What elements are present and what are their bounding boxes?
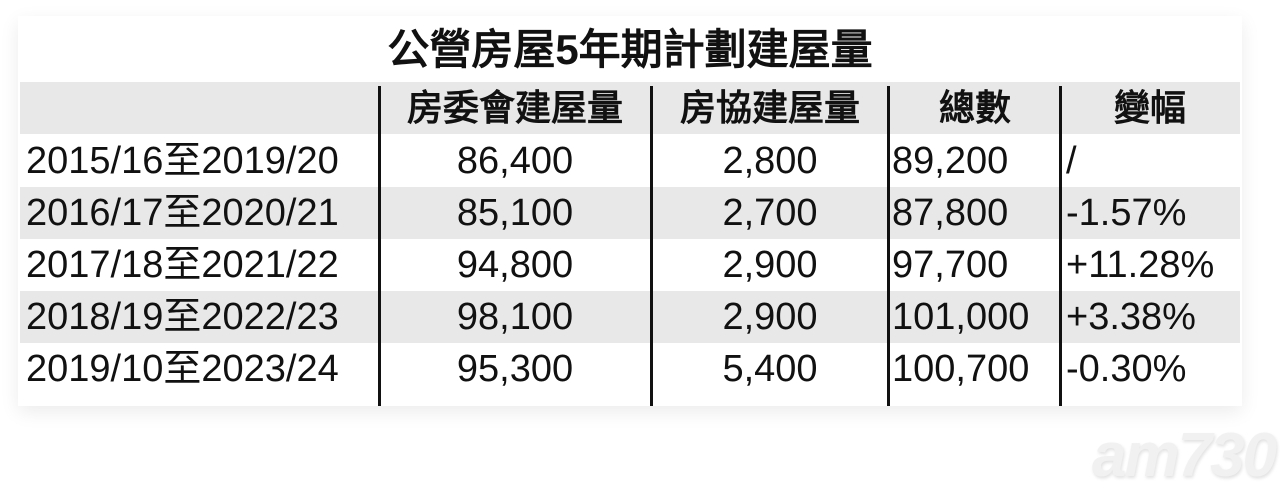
hs-cell: 5,400 [722, 348, 818, 390]
table-row: 2019/10至2023/24 95,300 5,400 100,700 -0.… [20, 343, 1240, 395]
column-divider [887, 86, 890, 406]
header-cell: 房協建屋量 [679, 87, 860, 128]
hs-cell: 2,900 [722, 244, 818, 286]
housing-table: 公營房屋5年期計劃建屋量 房委會建屋量 房協建屋量 總數 變幅 2015/16至… [18, 16, 1242, 406]
ha-cell: 85,100 [456, 192, 574, 234]
table-row: 2015/16至2019/20 86,400 2,800 89,200 / [20, 135, 1240, 187]
table-row: 2017/18至2021/22 94,800 2,900 97,700 +11.… [20, 239, 1240, 291]
ha-cell: 94,800 [456, 244, 574, 286]
hs-cell: 2,900 [722, 296, 818, 338]
change-cell: +11.28% [1066, 244, 1215, 286]
ha-cell: 95,300 [456, 348, 574, 390]
header-cell: 變幅 [1113, 87, 1186, 128]
table-row: 2016/17至2020/21 85,100 2,700 87,800 -1.5… [20, 187, 1240, 239]
header-cell: 房委會建屋量 [406, 87, 623, 128]
ha-cell: 98,100 [456, 296, 574, 338]
change-cell: -1.57% [1066, 192, 1187, 234]
header-row: 房委會建屋量 房協建屋量 總數 變幅 [20, 82, 1240, 134]
column-divider [378, 86, 381, 406]
header-cell [26, 82, 378, 134]
total-cell: 101,000 [892, 296, 1030, 338]
period-cell: 2019/10至2023/24 [26, 348, 339, 390]
total-cell: 87,800 [892, 192, 1009, 234]
period-cell: 2015/16至2019/20 [26, 140, 339, 182]
total-cell: 100,700 [892, 348, 1030, 390]
header-cell: 總數 [938, 87, 1011, 128]
table-title: 公營房屋5年期計劃建屋量 [387, 26, 873, 73]
hs-cell: 2,800 [722, 140, 818, 182]
hs-cell: 2,700 [722, 192, 818, 234]
period-cell: 2016/17至2020/21 [26, 192, 339, 234]
column-divider [1059, 86, 1062, 406]
period-cell: 2017/18至2021/22 [26, 244, 339, 286]
total-cell: 97,700 [892, 244, 1009, 286]
column-divider [650, 86, 653, 406]
total-cell: 89,200 [892, 140, 1009, 182]
change-cell: -0.30% [1066, 348, 1187, 390]
change-cell: / [1066, 140, 1077, 182]
ha-cell: 86,400 [456, 140, 574, 182]
watermark-logo: am730 [1092, 421, 1277, 490]
table-row: 2018/19至2022/23 98,100 2,900 101,000 +3.… [20, 291, 1240, 343]
change-cell: +3.38% [1066, 296, 1196, 338]
period-cell: 2018/19至2022/23 [26, 296, 339, 338]
